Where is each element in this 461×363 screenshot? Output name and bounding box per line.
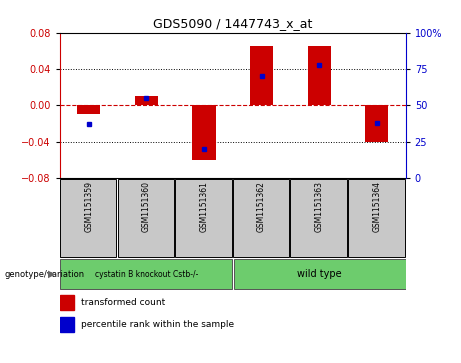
Text: ▶: ▶: [48, 269, 55, 279]
Title: GDS5090 / 1447743_x_at: GDS5090 / 1447743_x_at: [153, 17, 313, 30]
Text: GSM1151361: GSM1151361: [200, 181, 208, 232]
Text: wild type: wild type: [297, 269, 342, 279]
Text: GSM1151360: GSM1151360: [142, 181, 151, 232]
Bar: [60, 179, 116, 257]
Bar: [365, 105, 388, 142]
Text: percentile rank within the sample: percentile rank within the sample: [81, 320, 234, 329]
Bar: [60, 259, 231, 289]
Bar: [290, 179, 347, 257]
Text: GSM1151359: GSM1151359: [84, 181, 93, 232]
Bar: [77, 105, 100, 114]
Bar: [175, 179, 231, 257]
Bar: [234, 259, 406, 289]
Text: GSM1151364: GSM1151364: [372, 181, 381, 232]
Text: GSM1151362: GSM1151362: [257, 181, 266, 232]
Bar: [60, 295, 74, 310]
Text: genotype/variation: genotype/variation: [5, 270, 85, 278]
Text: transformed count: transformed count: [81, 298, 165, 307]
Bar: [193, 105, 216, 160]
Bar: [308, 46, 331, 105]
Bar: [135, 96, 158, 105]
Bar: [60, 317, 74, 332]
Bar: [118, 179, 174, 257]
Text: GSM1151363: GSM1151363: [315, 181, 324, 232]
Bar: [233, 179, 290, 257]
Bar: [348, 179, 405, 257]
Bar: [250, 46, 273, 105]
Text: cystatin B knockout Cstb-/-: cystatin B knockout Cstb-/-: [95, 270, 198, 278]
